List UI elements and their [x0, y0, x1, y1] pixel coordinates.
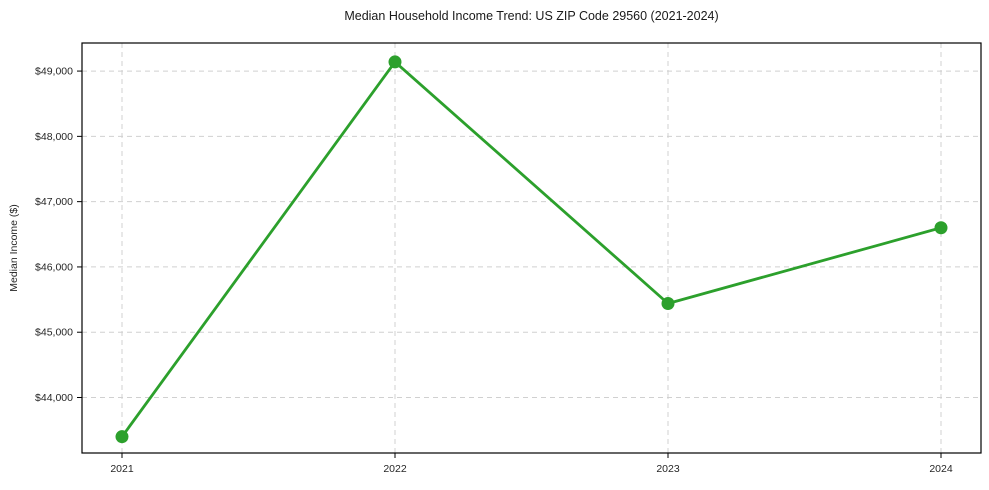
- x-tick-label: 2021: [110, 463, 134, 475]
- y-tick-label: $45,000: [35, 327, 73, 339]
- y-tick-label: $44,000: [35, 392, 73, 404]
- data-point-marker: [115, 430, 129, 444]
- x-tick-label: 2024: [929, 463, 953, 475]
- y-tick-label: $47,000: [35, 196, 73, 208]
- data-point-marker: [934, 221, 948, 235]
- y-axis-label: Median Income ($): [8, 204, 20, 292]
- data-point-marker: [388, 55, 402, 69]
- x-tick-label: 2022: [383, 463, 407, 475]
- data-point-marker: [661, 296, 675, 310]
- chart-title: Median Household Income Trend: US ZIP Co…: [344, 9, 719, 23]
- y-tick-label: $48,000: [35, 131, 73, 143]
- y-tick-label: $46,000: [35, 261, 73, 273]
- x-tick-label: 2023: [656, 463, 680, 475]
- plot-border: [81, 42, 982, 454]
- y-tick-label: $49,000: [35, 66, 73, 78]
- income-trend-line: [120, 60, 943, 439]
